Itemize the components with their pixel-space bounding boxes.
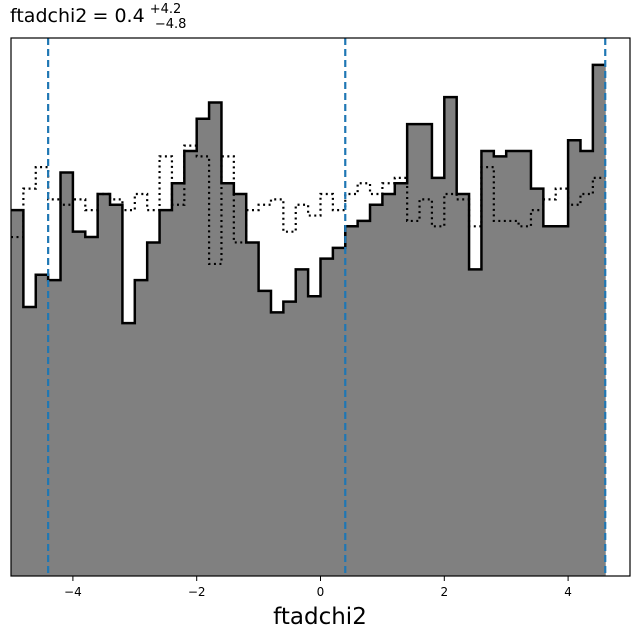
hist-bar — [233, 194, 247, 576]
hist-bar — [481, 150, 495, 576]
hist-bar — [295, 269, 309, 576]
hist-bar — [184, 150, 198, 576]
hist-bar — [382, 194, 396, 576]
hist-bar — [23, 307, 37, 576]
hist-bar — [308, 296, 321, 576]
hist-bar — [592, 64, 606, 576]
hist-bar — [543, 226, 557, 576]
clipped-content — [11, 38, 607, 576]
hist-bar — [122, 323, 136, 576]
hist-bar — [345, 226, 359, 576]
hist-bar — [48, 280, 62, 576]
hist-bar — [530, 188, 544, 576]
hist-bar — [580, 150, 594, 576]
x-axis-label: ftadchi2 — [273, 604, 367, 630]
hist-bar — [332, 247, 346, 576]
hist-bar — [171, 183, 185, 576]
hist-bar — [159, 210, 173, 576]
hist-bar — [72, 231, 86, 576]
hist-bar — [60, 172, 74, 576]
hist-bar — [147, 242, 161, 576]
hist-bar — [469, 269, 482, 576]
hist-bar — [35, 274, 49, 576]
hist-bar — [456, 194, 470, 576]
x-tick-label: −4 — [64, 585, 82, 599]
hist-bar — [258, 290, 272, 576]
hist-bar — [221, 183, 235, 576]
hist-bar — [568, 140, 581, 576]
hist-bar — [431, 177, 445, 576]
hist-bar — [444, 97, 458, 576]
hist-bar — [370, 204, 383, 576]
hist-bar — [320, 258, 334, 576]
plot-area — [10, 37, 631, 577]
title-median: 0.4 — [114, 5, 144, 27]
hist-bar — [85, 237, 99, 576]
x-tick-label: 0 — [317, 585, 325, 599]
hist-bar — [196, 118, 210, 576]
hist-bar — [357, 220, 371, 576]
hist-bar — [394, 183, 408, 576]
x-axis-ticks: −4 −2 0 2 4 — [64, 576, 572, 599]
hist-bar — [11, 210, 24, 576]
title-upper-error: +4.2 — [150, 2, 182, 17]
x-tick-label: 4 — [564, 585, 572, 599]
hist-bar — [283, 301, 297, 576]
hist-bar — [209, 102, 222, 576]
hist-outline-dotted — [11, 144, 606, 266]
x-tick-label: 2 — [440, 585, 448, 599]
hist-bar — [506, 150, 520, 576]
hist-bar — [97, 194, 111, 576]
hist-bar — [407, 124, 421, 576]
title-lower-error: −4.8 — [155, 17, 187, 32]
title-param: ftadchi2 — [10, 5, 87, 27]
hist-bar — [270, 312, 284, 576]
hist-bar — [134, 280, 148, 576]
hist-bar — [246, 242, 260, 576]
hist-bar — [419, 124, 433, 576]
hist-bar — [518, 150, 532, 576]
hist-bar — [493, 156, 507, 576]
x-tick-label: −2 — [188, 585, 206, 599]
hist-bar — [110, 204, 123, 576]
chart-title: ftadchi2 = 0.4 +4.2 −4.8 — [10, 0, 186, 32]
hist-bar — [555, 226, 569, 576]
